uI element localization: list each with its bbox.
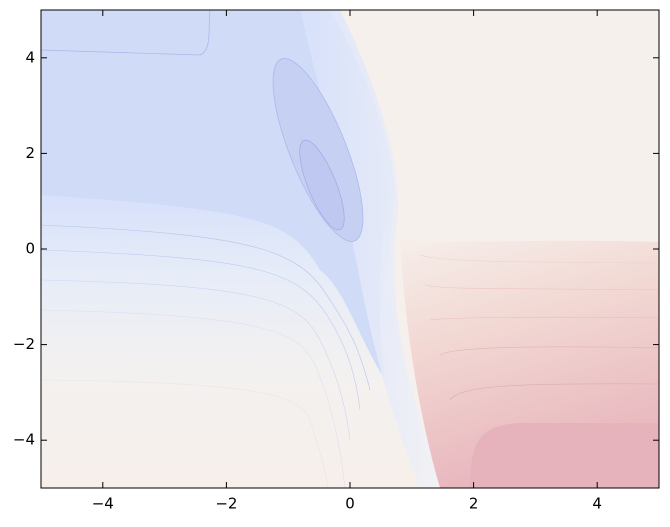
x-tick-label: 0 (345, 495, 355, 513)
x-tick-label: −4 (92, 495, 114, 513)
contour-field (41, 10, 659, 488)
y-tick-label: 2 (25, 144, 35, 162)
contour-line (41, 10, 211, 56)
y-tick-label: 4 (25, 48, 35, 66)
x-tick-label: 2 (469, 495, 479, 513)
x-tick-label: 4 (592, 495, 602, 513)
high-core (470, 423, 659, 488)
low-ring (299, 139, 345, 231)
y-tick-label: −2 (13, 335, 35, 353)
contour-lines (41, 224, 659, 488)
x-tick-label: −2 (215, 495, 237, 513)
y-tick-label: −4 (13, 431, 35, 449)
y-tick-label: 0 (25, 240, 35, 258)
